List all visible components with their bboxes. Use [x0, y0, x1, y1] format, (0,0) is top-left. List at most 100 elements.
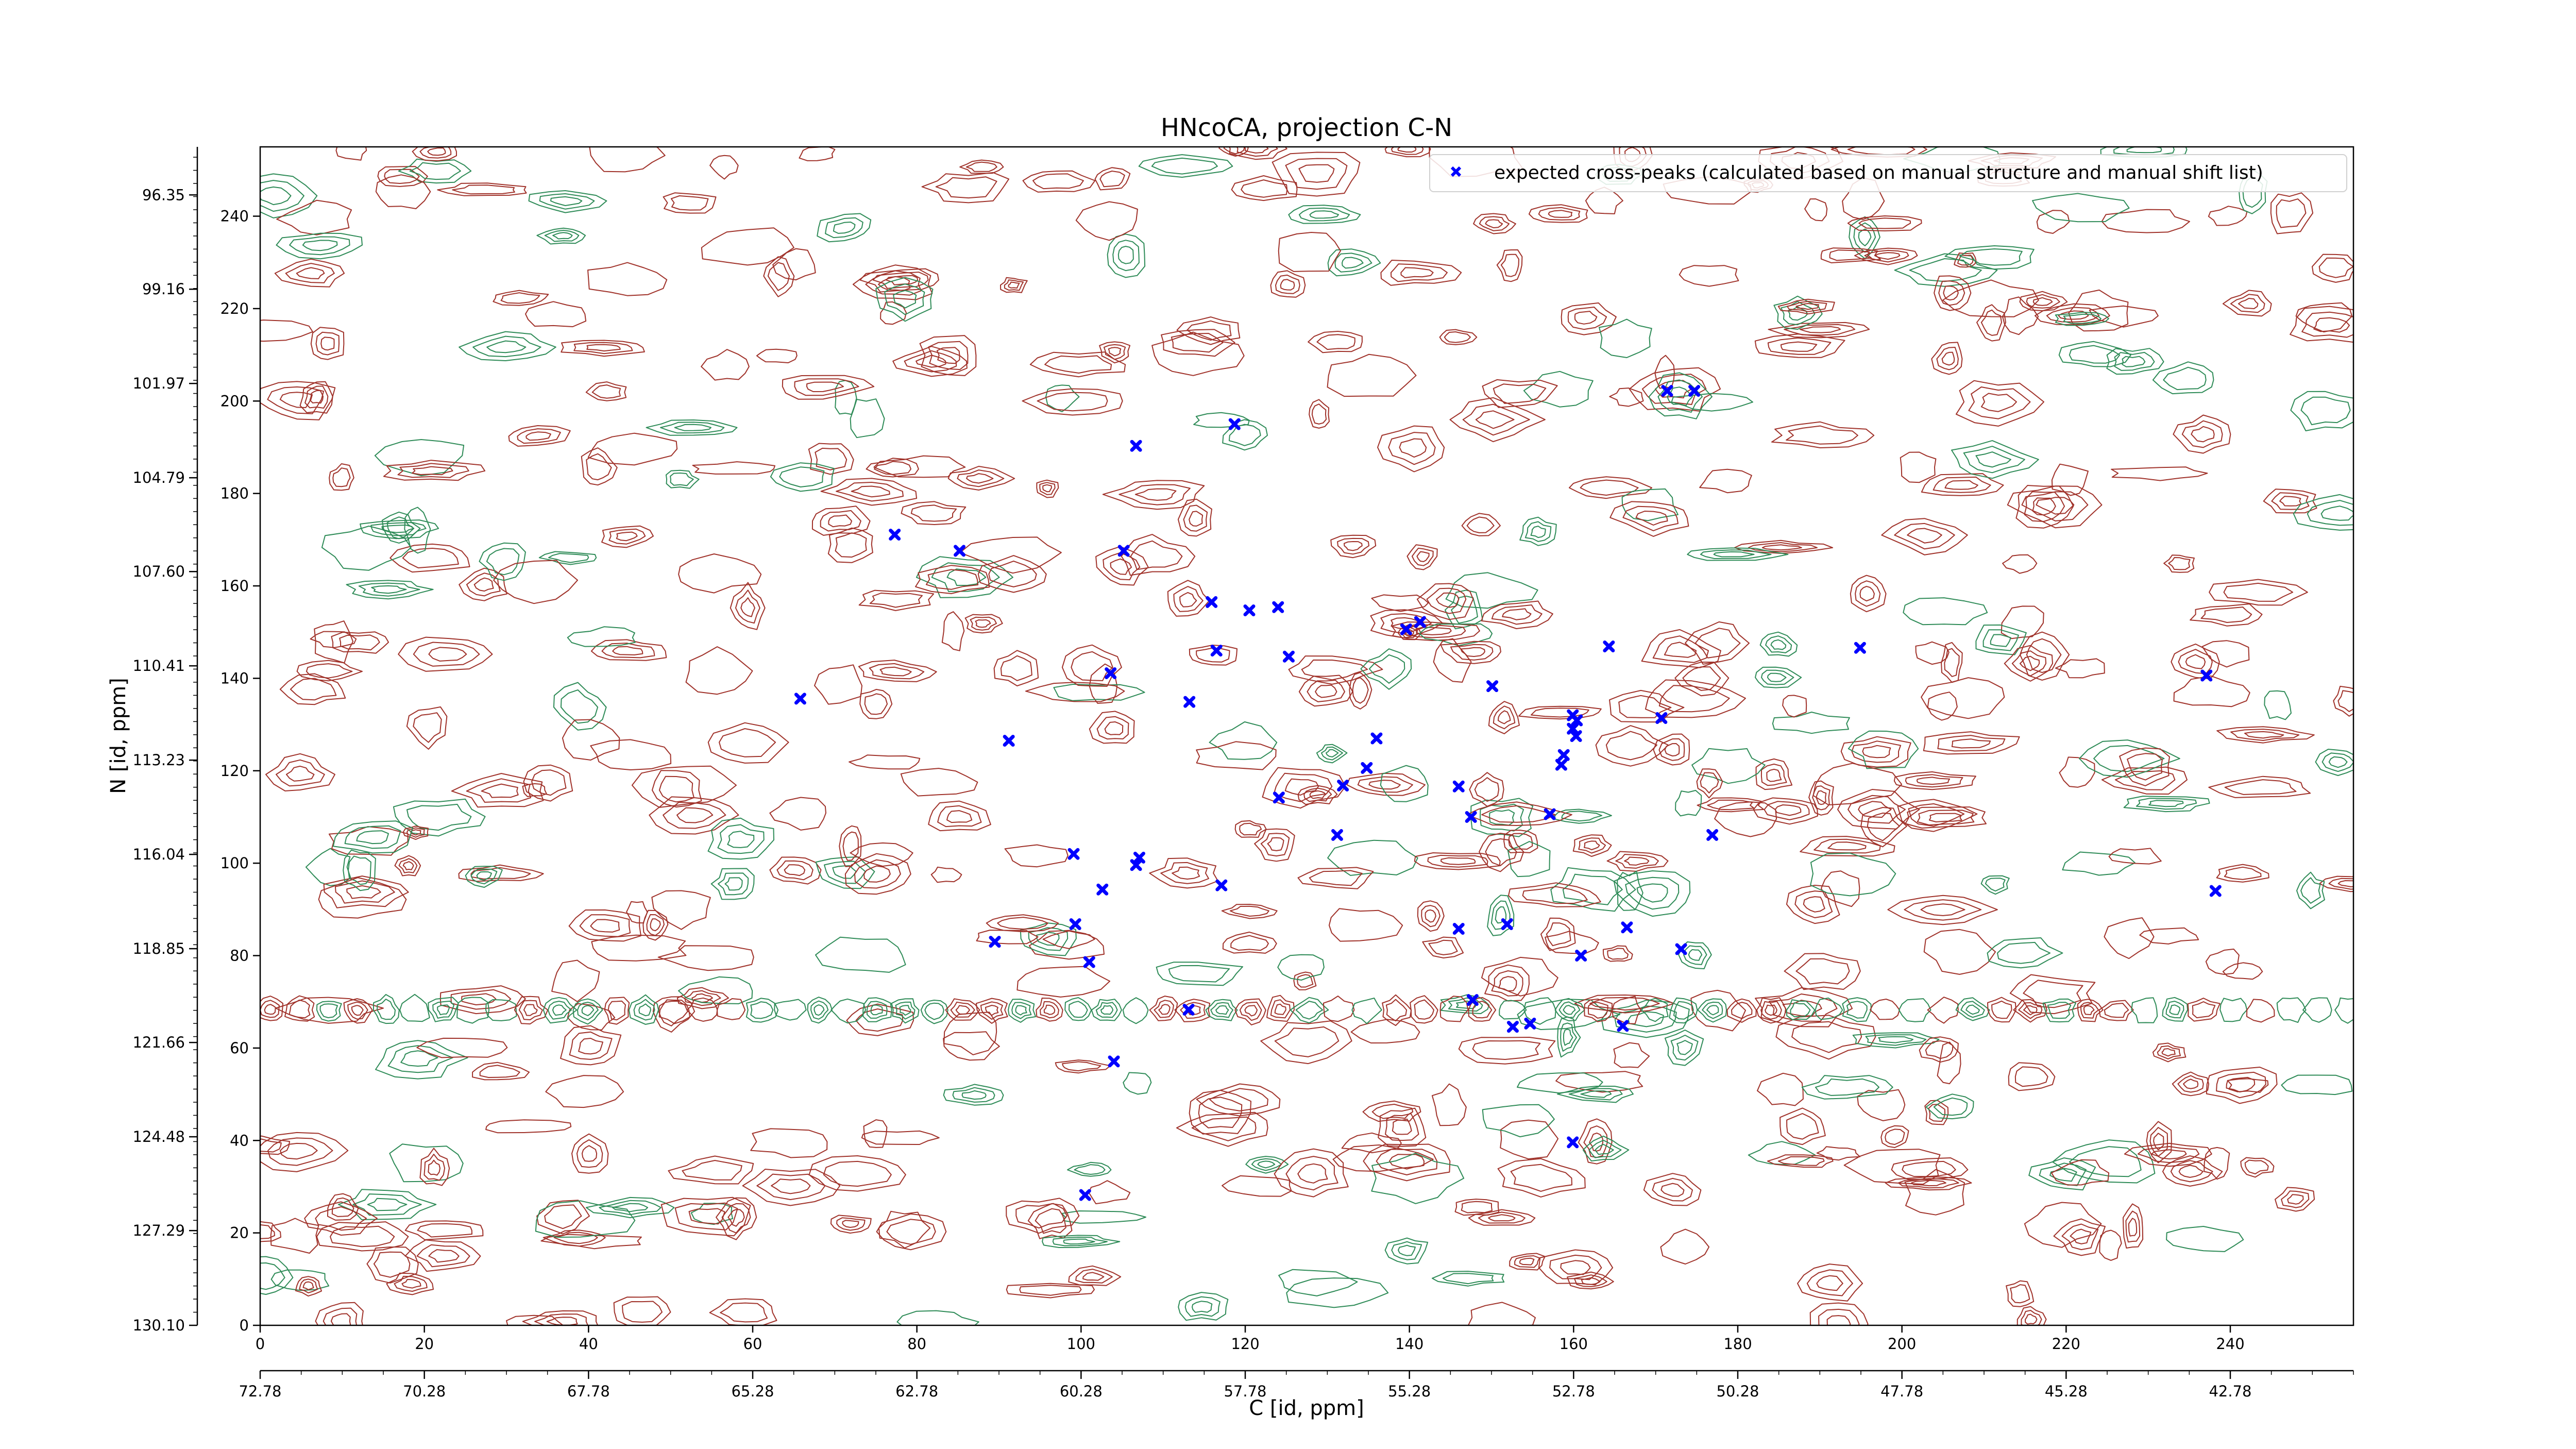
contour-ring — [1641, 998, 1669, 1022]
cross-peak-marker — [1571, 714, 1583, 727]
contour-ring — [2058, 341, 2131, 367]
contour-ring — [756, 348, 798, 363]
contour-ring — [1933, 1097, 1968, 1116]
contour-ring — [1602, 945, 1633, 962]
contour-ring — [458, 864, 544, 882]
contour-ring — [274, 258, 345, 288]
contour-ring — [470, 868, 498, 885]
y-ppm-tick-label: 127.29 — [133, 1222, 185, 1239]
contour-ring — [1595, 725, 1669, 767]
contour-ring — [1167, 580, 1210, 617]
contour-ring — [318, 877, 407, 919]
contour-ring — [2191, 426, 2215, 443]
contour-ring — [980, 1001, 1004, 1020]
contour-ring — [1099, 171, 1125, 188]
contour-ring — [1562, 873, 1623, 905]
contour-ring — [1172, 866, 1200, 880]
contour-ring — [1641, 374, 1707, 405]
contour-ring — [367, 1198, 408, 1211]
contour-ring — [920, 1000, 948, 1024]
contour-ring — [1388, 432, 1436, 465]
contour-ring — [1799, 326, 1841, 333]
contour-ring — [1636, 883, 1668, 903]
contour-ring — [1997, 941, 2051, 964]
contour-ring — [1613, 1042, 1650, 1068]
contour-ring — [1228, 424, 1261, 446]
contour-ring — [1645, 679, 1746, 718]
contour-ring — [1787, 300, 1827, 312]
cross-peak-marker — [1400, 623, 1412, 635]
contour-ring — [649, 796, 739, 835]
contour-ring — [1548, 210, 1573, 218]
contour-ring — [394, 855, 421, 877]
cross-peak-marker — [1575, 950, 1587, 962]
contour-ring — [936, 347, 960, 364]
contour-ring — [1519, 516, 1557, 546]
contour-ring — [1678, 941, 1712, 969]
contour-ring — [1442, 1273, 1494, 1285]
contour-ring — [1472, 1001, 1493, 1019]
contour-ring — [1044, 355, 1112, 374]
contour-ring — [2051, 1159, 2110, 1186]
contour-ring — [1309, 870, 1363, 886]
contour-ring — [815, 856, 875, 889]
contour-ring — [1415, 627, 1452, 635]
contour-ring — [1449, 397, 1546, 443]
contour-ring — [1478, 1211, 1526, 1224]
contour-ring — [709, 155, 739, 180]
contour-ring — [810, 1000, 829, 1020]
contour-ring — [676, 987, 729, 1009]
contour-ring — [1574, 995, 1675, 1014]
contour-ring — [1968, 386, 2031, 419]
contour-ring — [550, 196, 583, 206]
contour-ring — [779, 466, 825, 487]
contour-ring — [710, 868, 755, 900]
contour-ring — [1151, 331, 1245, 376]
contour-ring — [585, 381, 627, 401]
x-axis-ticks: 0 20 40 60 80 100 120 140 160 180 200 220 240 — [256, 1325, 2245, 1353]
contour-ring — [1173, 586, 1204, 612]
contour-ring — [1130, 540, 1183, 570]
contour-ring — [658, 1000, 688, 1026]
contour-ring — [1937, 735, 2006, 752]
contour-ring — [1325, 749, 1339, 757]
contour-ring — [1346, 772, 1426, 796]
cross-peak-marker — [1067, 848, 1080, 860]
contour-ring — [545, 1075, 624, 1108]
contour-ring — [1826, 1315, 1851, 1325]
contour-ring — [459, 331, 556, 361]
contour-ring — [1812, 763, 1903, 805]
contour-ring — [2026, 638, 2062, 673]
contour-ring — [1753, 797, 1818, 825]
contour-ring — [1898, 998, 1931, 1022]
contour-ring — [1440, 994, 1490, 1014]
contour-ring — [1767, 1154, 1834, 1168]
contour-ring — [1980, 875, 2010, 895]
contour-ring — [808, 443, 854, 475]
contour-ring — [631, 765, 737, 808]
cross-peak-marker — [1108, 1055, 1120, 1068]
contour-ring — [406, 827, 425, 838]
contour-ring — [863, 865, 891, 883]
contour-ring — [846, 1003, 914, 1036]
contour-ring — [1870, 999, 1900, 1020]
contour-ring — [613, 1296, 671, 1325]
contour-ring — [1771, 421, 1875, 448]
contour-ring — [1179, 592, 1197, 608]
contour-ring — [590, 919, 620, 933]
contour-ring — [849, 754, 921, 770]
contour-ring — [1920, 903, 1965, 916]
contour-ring — [1138, 154, 1233, 178]
contour-ring — [727, 831, 755, 848]
contour-ring — [2300, 396, 2351, 426]
contour-ring — [1687, 547, 1789, 561]
contour-ring — [401, 1279, 421, 1289]
contour-ring — [1561, 811, 1603, 822]
contour-ring — [1104, 721, 1124, 735]
contour-ring — [1664, 743, 1680, 756]
contour-ring — [419, 147, 452, 159]
contour-ring — [560, 689, 599, 724]
contour-ring — [397, 463, 469, 478]
contour-ring — [2244, 731, 2284, 739]
contour-ring — [977, 555, 1047, 593]
